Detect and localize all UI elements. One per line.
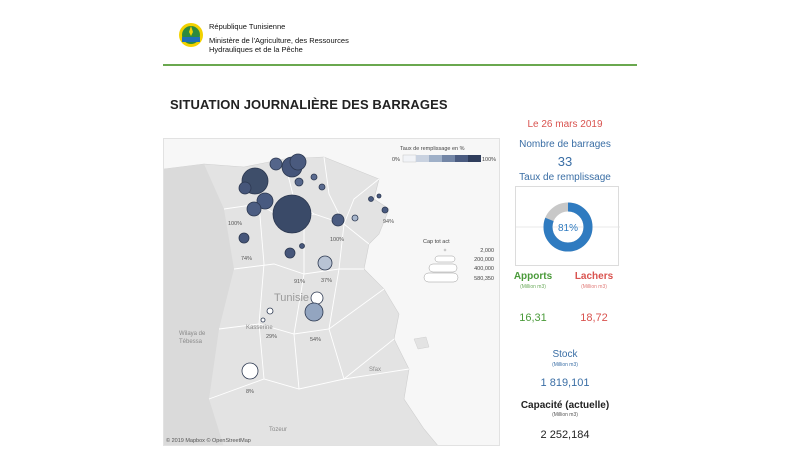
stock-value: 1 819,101 (540, 377, 590, 389)
map-attribution[interactable]: © 2019 Mapbox © OpenStreetMap (166, 438, 251, 444)
pct-label: 100% (330, 237, 344, 243)
releases-label: Lachers (574, 271, 614, 282)
pct-label: 94% (383, 219, 394, 225)
dams-map[interactable]: Tunisie Wilaya de Tébessa Kasserine Sfax… (163, 138, 500, 446)
island (413, 336, 430, 350)
dam-bubble[interactable] (272, 194, 312, 234)
releases-value: 18,72 (580, 312, 608, 324)
dam-bubble[interactable] (299, 243, 305, 249)
fill-rate-label: Taux de remplissage (519, 172, 611, 183)
stock-label: Stock (552, 349, 578, 360)
legend-fill-min: 0% (392, 157, 400, 163)
legend-size-value: 200,000 (474, 257, 494, 263)
releases-block: Lachers (Million m3) 18,72 (569, 271, 619, 324)
pct-label: 91% (294, 279, 305, 285)
neighbor-country-area (164, 164, 234, 445)
republic-label: République Tunisienne (209, 22, 286, 31)
capacity-value: 2 252,184 (540, 429, 590, 441)
ministry-line-2: Hydrauliques et de la Pêche (209, 45, 303, 54)
dam-bubble[interactable] (260, 317, 266, 323)
fill-rate-value: 81% (558, 223, 578, 234)
dam-bubble[interactable] (318, 183, 326, 191)
map-label-wilaya: Wilaya de (179, 331, 206, 337)
dam-bubble[interactable] (289, 153, 307, 171)
pct-label: 37% (321, 278, 332, 284)
fill-rate-donut: 81% (516, 202, 620, 252)
dam-bubble[interactable] (294, 177, 304, 187)
pct-label: 54% (310, 337, 321, 343)
dam-count-label: Nombre de barrages (519, 139, 611, 150)
map-label-sfax: Sfax (369, 367, 381, 373)
dam-bubble[interactable] (256, 192, 274, 210)
dam-bubble[interactable] (381, 206, 389, 214)
page-title: SITUATION JOURNALIÈRE DES BARRAGES (170, 97, 448, 112)
dam-bubble[interactable] (331, 213, 345, 227)
dam-bubble[interactable] (269, 157, 283, 171)
inflows-unit: (Million m3) (520, 284, 546, 290)
map-label-kasserine: Kasserine (246, 325, 273, 331)
legend-size-value: 580,350 (474, 276, 494, 282)
inflows-block: Apports (Million m3) 16,31 (508, 271, 558, 324)
dam-count-value: 33 (557, 154, 573, 169)
ministry-header: République Tunisienne Ministère de l'Agr… (163, 14, 637, 66)
legend-fill-max: 100% (482, 157, 496, 163)
dam-bubble[interactable] (317, 255, 333, 271)
legend-size-title: Cap tot act (423, 239, 450, 245)
report-date: Le 26 mars 2019 (527, 119, 603, 130)
fill-rate-donut-card[interactable]: 81% (515, 186, 620, 266)
legend-size-value: 2,000 (480, 248, 494, 254)
dam-bubble[interactable] (238, 232, 250, 244)
dam-bubble[interactable] (351, 214, 359, 222)
dam-bubble[interactable] (284, 247, 296, 259)
dam-bubble[interactable] (238, 181, 252, 195)
dam-bubble[interactable] (266, 307, 274, 315)
dam-bubble[interactable] (304, 302, 324, 322)
capacity-label: Capacité (actuelle) (520, 400, 610, 411)
pct-label: 100% (228, 221, 242, 227)
map-label-tozeur: Tozeur (269, 427, 287, 433)
ministry-name: République Tunisienne Ministère de l'Agr… (209, 22, 349, 54)
inflows-value: 16,31 (519, 312, 547, 324)
legend-size-value: 400,000 (474, 266, 494, 272)
map-label-tunisie: Tunisie (274, 292, 309, 304)
inflows-label: Apports (513, 271, 553, 282)
donut-fill-arc (543, 202, 593, 252)
dam-bubble[interactable] (241, 362, 259, 380)
ministry-logo-icon (179, 23, 203, 47)
ministry-line-1: Ministère de l'Agriculture, des Ressourc… (209, 36, 349, 45)
dam-bubble[interactable] (368, 196, 374, 202)
pct-label: 74% (241, 256, 252, 262)
header-divider (163, 64, 637, 66)
stock-unit: (Million m3) (552, 362, 578, 368)
legend-fill-scale (402, 154, 481, 163)
dam-bubble[interactable] (310, 173, 318, 181)
dam-bubble[interactable] (246, 201, 262, 217)
dam-bubble[interactable] (376, 193, 382, 199)
releases-unit: (Million m3) (581, 284, 607, 290)
legend-size-marks (423, 248, 459, 283)
pct-label: 29% (266, 334, 277, 340)
capacity-unit: (Million m3) (552, 412, 578, 418)
dam-bubble[interactable] (310, 291, 324, 305)
pct-label: 8% (246, 389, 254, 395)
legend-fill-title: Taux de remplissage en % (400, 146, 465, 152)
map-canvas[interactable]: Tunisie Wilaya de Tébessa Kasserine Sfax… (164, 139, 500, 446)
map-label-tebessa: Tébessa (179, 339, 203, 345)
